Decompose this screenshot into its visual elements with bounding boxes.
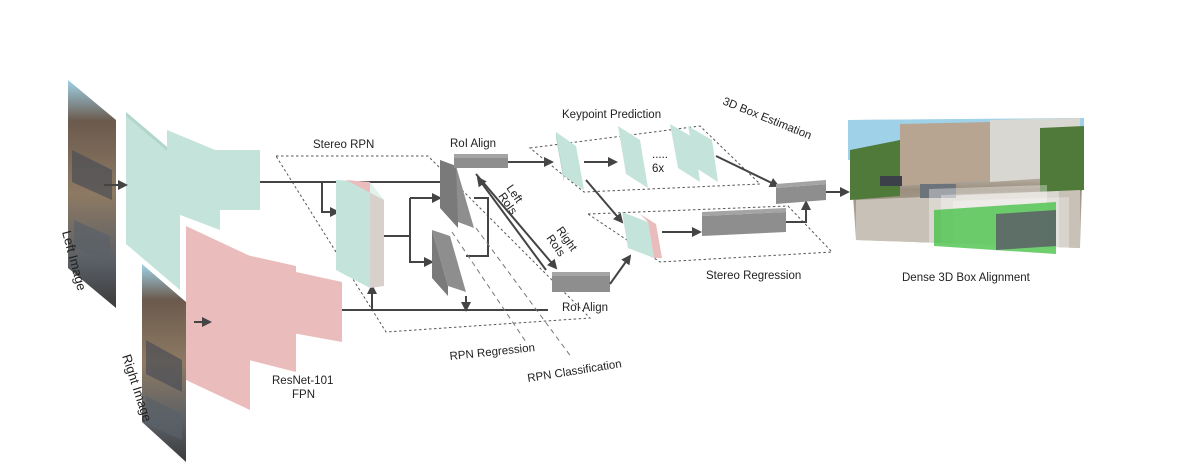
left-backbone-features [126, 112, 260, 290]
roi-cross-arrow [466, 197, 489, 257]
keypoint-feature-2 [618, 126, 648, 188]
right-feature-block-2 [233, 252, 296, 372]
stereo-rpn-region [275, 155, 592, 333]
rpn-regression-label: RPN Regression [449, 342, 535, 363]
box-estimation-label: 3D Box Estimation [721, 96, 813, 143]
roi-bottom-to-regression-arrow [609, 254, 632, 285]
left-rois-arrow [475, 173, 558, 270]
dense-alignment-overlay-stack [929, 184, 1069, 262]
roi-align-top-block [454, 154, 508, 168]
keypoint-prediction-label: Keypoint Prediction [562, 109, 661, 121]
backbone-label-line1: ResNet-101 [272, 375, 333, 387]
stereo-regression-feature [622, 212, 662, 258]
rpn-input-left-arrow [321, 182, 340, 217]
left-feature-block-1 [126, 112, 180, 290]
stereo-regression-label: Stereo Regression [706, 270, 801, 282]
left-feature-block-2 [167, 130, 220, 230]
roi-align-bottom-block [552, 272, 610, 292]
keypoint-repeat-label: 6x [652, 163, 664, 175]
dense-alignment-label: Dense 3D Box Alignment [902, 272, 1031, 284]
left-feature-block-3 [213, 150, 260, 210]
right-image [142, 264, 186, 462]
box-estimation-block [776, 180, 826, 204]
backbone-label-line2: FPN [292, 389, 315, 401]
right-roi-block-side [432, 230, 448, 296]
roi-align-top-label: RoI Align [450, 138, 496, 150]
right-backbone-features [186, 226, 342, 410]
keypoint-feature-1 [556, 132, 584, 190]
keypoint-to-box-arrow [715, 155, 780, 188]
left-roi-block-side [440, 160, 458, 228]
stereo-rpn-block [336, 180, 384, 288]
keypoint-dots: ..... [652, 149, 668, 161]
rpn-classification-label: RPN Classification [527, 358, 623, 385]
roi-to-regression-arrow [585, 179, 624, 224]
stereo-rpn-label: Stereo RPN [313, 139, 374, 151]
right-feature-block-3 [287, 270, 342, 342]
regression-to-box-arrow [786, 200, 811, 223]
rpn-regression-leader [451, 231, 527, 343]
keypoint-feature-4 [688, 126, 718, 182]
roi-align-bottom-label: RoI Align [562, 302, 608, 314]
right-roi-block [432, 230, 466, 292]
right-rois-arrow [476, 176, 547, 271]
rpn-to-roi-right-arrow [409, 198, 434, 267]
left-image [68, 80, 116, 308]
keypoint-feature-1-side [556, 132, 564, 182]
stereo-regression-fc-block [702, 208, 786, 236]
